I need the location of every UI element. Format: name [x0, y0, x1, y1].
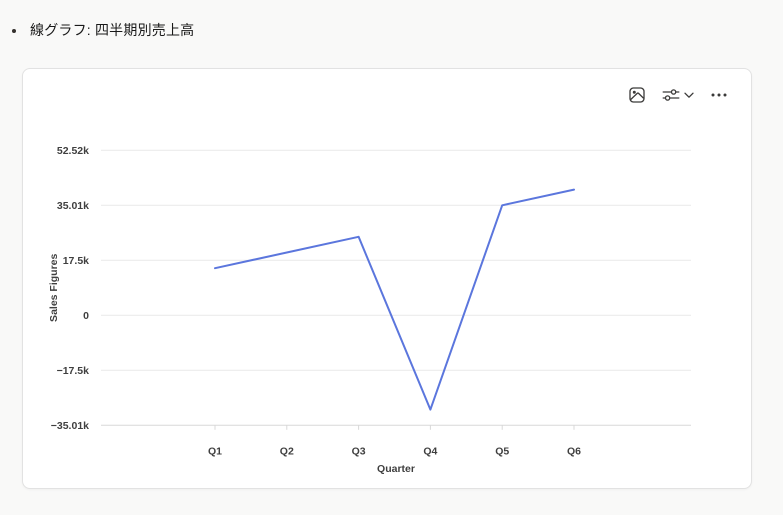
y-tick-label: −17.5k — [57, 365, 90, 377]
chevron-down-icon — [684, 92, 694, 99]
y-tick-label: 35.01k — [57, 200, 89, 212]
y-tick-label: 52.52k — [57, 145, 89, 157]
y-tick-label: 17.5k — [63, 255, 89, 267]
bullet-icon — [12, 29, 16, 33]
x-tick-label: Q5 — [495, 445, 509, 457]
sliders-icon — [662, 87, 680, 103]
list-item: 線グラフ: 四半期別売上高 — [10, 21, 194, 40]
chart-settings-dropdown-button[interactable] — [659, 84, 697, 106]
line-chart: 52.52k 35.01k 17.5k 0 −17.5k −35.01k Q1 Q2 Q3 Q4 Q… — [48, 145, 691, 475]
more-options-button[interactable] — [707, 89, 731, 101]
y-axis-title: Sales Figures — [48, 253, 60, 321]
x-tick-label: Q6 — [567, 445, 581, 457]
more-ellipsis-icon — [710, 92, 728, 98]
x-tick-label: Q3 — [352, 445, 366, 457]
x-tick-label: Q4 — [423, 445, 437, 457]
y-tick-label: 0 — [83, 310, 89, 322]
series-line — [214, 188, 575, 411]
list-item-label: 線グラフ: 四半期別売上高 — [30, 22, 195, 38]
y-tick-label: −35.01k — [51, 420, 89, 432]
chart-card: 52.52k 35.01k 17.5k 0 −17.5k −35.01k Q1 Q2 Q3 Q4 Q… — [22, 68, 752, 489]
image-icon — [628, 86, 646, 104]
x-tick-label: Q1 — [208, 445, 222, 457]
chart-toolbar — [625, 83, 731, 107]
x-axis-title: Quarter — [377, 463, 415, 475]
export-image-button[interactable] — [625, 83, 649, 107]
x-tick-label: Q2 — [280, 445, 294, 457]
